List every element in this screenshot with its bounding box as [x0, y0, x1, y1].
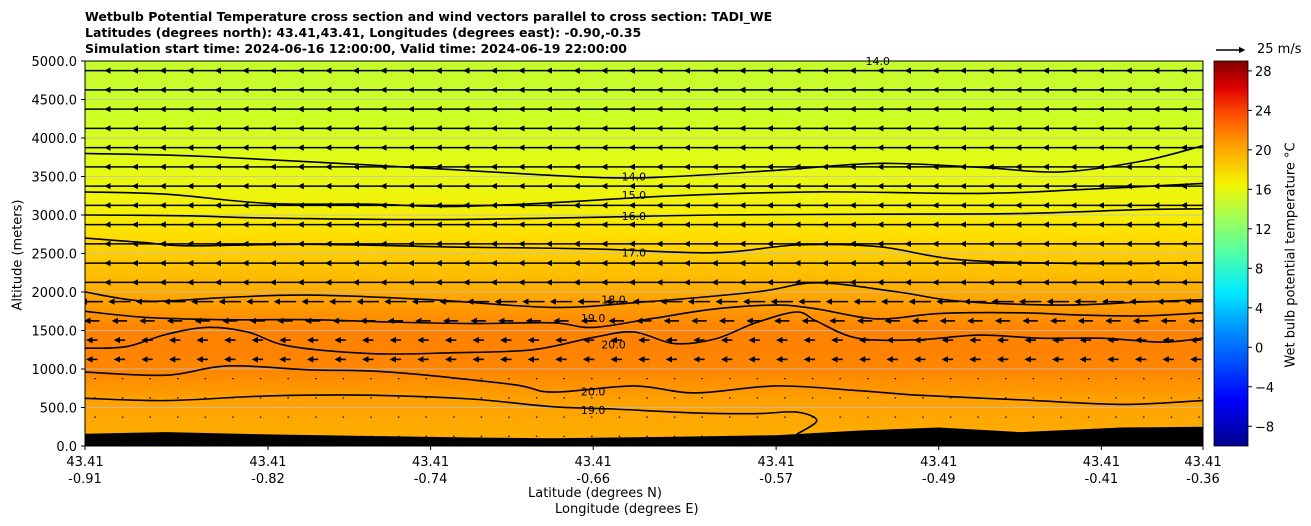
contour-line	[85, 237, 1203, 265]
colorbar-tick-label: 16	[1255, 183, 1272, 198]
y-tick-label: 4500.0	[32, 94, 78, 109]
contour-line	[85, 311, 1203, 355]
y-tick-label: 3000.0	[32, 209, 78, 224]
contour-line	[85, 281, 1203, 309]
colorbar-tick-label: 8	[1255, 262, 1263, 277]
y-tick-label: 2000.0	[32, 286, 78, 301]
colorbar	[1213, 60, 1249, 447]
x-axis-label-longitude: Longitude (degrees E)	[555, 502, 699, 517]
contour-line	[85, 364, 1203, 406]
contour-line	[85, 182, 1203, 208]
contour-label: 19.0	[581, 312, 606, 325]
contour-line	[85, 394, 818, 436]
x-tick-label-lon: -0.91	[68, 472, 102, 487]
y-tick-label: 500.0	[40, 402, 77, 417]
colorbar-tick-label: 0	[1255, 341, 1263, 356]
contour-line	[85, 304, 1203, 329]
contour-label: 20.0	[581, 385, 606, 398]
contour-line	[85, 208, 1203, 221]
x-tick-label-lon: -0.41	[1085, 472, 1119, 487]
colorbar-tick-label: 28	[1255, 65, 1272, 80]
y-tick-label: 0.0	[56, 440, 77, 455]
colorbar-tick-label: −8	[1255, 420, 1274, 435]
x-axis-label-latitude: Latitude (degrees N)	[528, 486, 662, 501]
y-tick-label: 2500.0	[32, 248, 78, 263]
y-tick-label: 3500.0	[32, 171, 78, 186]
colorbar-tick-label: 24	[1255, 104, 1272, 119]
x-tick-label-lat: 43.41	[758, 455, 795, 470]
y-tick-label: 5000.0	[32, 55, 78, 70]
contour-label: 18.0	[601, 294, 626, 307]
contour-label: 15.0	[622, 189, 647, 202]
x-tick-label-lat: 43.41	[920, 455, 957, 470]
x-tick-label-lat: 43.41	[412, 455, 449, 470]
x-tick-label-lon: -0.82	[251, 472, 285, 487]
terrain	[85, 426, 1203, 446]
y-axis-label: Altitude (meters)	[10, 199, 26, 311]
contour-label: 14.0	[622, 171, 647, 184]
x-tick-label-lat: 43.41	[1083, 455, 1120, 470]
contour-label: 20.0	[601, 338, 626, 351]
contour-label: 19.0	[581, 404, 606, 417]
x-tick-label-lat: 43.41	[249, 455, 286, 470]
contour-label: 17.0	[622, 247, 647, 260]
reference-vector-label: 25 m/s	[1257, 42, 1302, 57]
contour-label: 16.0	[622, 210, 647, 223]
x-tick-label-lat: 43.41	[575, 455, 612, 470]
x-tick-label-lon: -0.66	[576, 472, 610, 487]
chart-title-line-3: Simulation start time: 2024-06-16 12:00:…	[85, 41, 627, 56]
colorbar-tick-label: 20	[1255, 144, 1272, 159]
x-tick-label-lon: -0.57	[759, 472, 793, 487]
chart-title-line-2: Latitudes (degrees north): 43.41,43.41, …	[85, 25, 642, 40]
y-tick-label: 1500.0	[32, 325, 78, 340]
x-tick-label-lon: -0.36	[1186, 472, 1220, 487]
colorbar-tick-label: 12	[1255, 223, 1272, 238]
x-tick-label-lat: 43.41	[1184, 455, 1221, 470]
contour-line	[85, 144, 1203, 179]
x-tick-label-lat: 43.41	[66, 455, 103, 470]
y-tick-label: 4000.0	[32, 132, 78, 147]
x-tick-label-lon: -0.74	[414, 472, 448, 487]
x-tick-label-lon: -0.49	[922, 472, 956, 487]
colorbar-tick-label: −4	[1255, 381, 1274, 396]
chart-title-line-1: Wetbulb Potential Temperature cross sect…	[85, 9, 773, 24]
colorbar-label: Wet bulb potential temperature °C	[1283, 142, 1299, 368]
y-tick-label: 1000.0	[32, 363, 78, 378]
colorbar-tick-label: 4	[1255, 302, 1263, 317]
